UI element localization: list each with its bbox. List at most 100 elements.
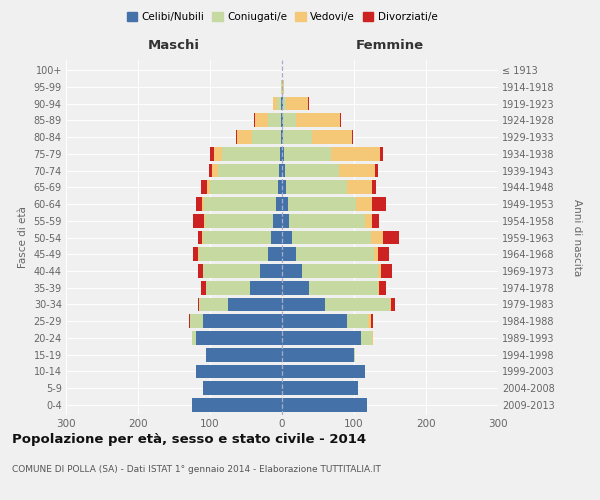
Bar — [368, 314, 371, 328]
Y-axis label: Fasce di età: Fasce di età — [18, 206, 28, 268]
Bar — [252, 130, 281, 144]
Bar — [205, 214, 274, 228]
Bar — [202, 197, 204, 211]
Bar — [285, 164, 339, 177]
Bar — [340, 114, 341, 127]
Bar — [382, 264, 392, 278]
Bar — [207, 180, 210, 194]
Bar — [282, 147, 284, 160]
Bar — [312, 130, 352, 144]
Bar — [281, 130, 282, 144]
Text: Femmine: Femmine — [356, 38, 424, 52]
Bar — [203, 214, 205, 228]
Bar — [374, 248, 379, 261]
Bar — [371, 314, 373, 328]
Bar — [282, 331, 361, 345]
Bar — [365, 214, 372, 228]
Bar — [296, 114, 340, 127]
Bar — [271, 230, 282, 244]
Bar — [209, 164, 212, 177]
Bar — [189, 314, 190, 328]
Legend: Celibi/Nubili, Coniugati/e, Vedovi/e, Divorziati/e: Celibi/Nubili, Coniugati/e, Vedovi/e, Di… — [122, 8, 442, 26]
Bar — [331, 147, 380, 160]
Bar — [281, 80, 282, 94]
Bar — [281, 96, 282, 110]
Bar — [282, 80, 283, 94]
Bar — [198, 298, 199, 312]
Bar — [199, 248, 268, 261]
Bar — [193, 248, 199, 261]
Bar — [282, 130, 283, 144]
Bar — [379, 281, 386, 294]
Bar — [202, 180, 207, 194]
Bar — [372, 214, 379, 228]
Bar — [277, 96, 281, 110]
Y-axis label: Anni di nascita: Anni di nascita — [572, 199, 581, 276]
Bar — [238, 130, 252, 144]
Bar — [192, 398, 282, 412]
Bar — [283, 130, 312, 144]
Bar — [354, 348, 355, 362]
Bar — [203, 230, 271, 244]
Bar — [356, 197, 372, 211]
Bar — [347, 314, 368, 328]
Bar — [302, 264, 378, 278]
Bar — [390, 298, 391, 312]
Bar — [282, 281, 310, 294]
Bar — [296, 248, 374, 261]
Bar — [268, 248, 282, 261]
Bar — [206, 348, 282, 362]
Bar — [278, 180, 282, 194]
Bar — [218, 164, 279, 177]
Bar — [372, 180, 376, 194]
Bar — [192, 331, 196, 345]
Bar — [378, 281, 379, 294]
Bar — [288, 197, 356, 211]
Bar — [383, 230, 398, 244]
Bar — [282, 230, 292, 244]
Bar — [286, 96, 308, 110]
Bar — [282, 214, 289, 228]
Bar — [274, 214, 282, 228]
Bar — [210, 147, 214, 160]
Bar — [279, 164, 282, 177]
Bar — [292, 230, 371, 244]
Bar — [380, 147, 383, 160]
Bar — [236, 130, 238, 144]
Bar — [203, 382, 282, 395]
Bar — [196, 197, 202, 211]
Bar — [268, 114, 281, 127]
Bar — [378, 264, 382, 278]
Bar — [196, 331, 282, 345]
Bar — [282, 382, 358, 395]
Bar — [200, 281, 206, 294]
Bar — [282, 180, 286, 194]
Bar — [282, 114, 283, 127]
Bar — [206, 281, 250, 294]
Bar — [254, 114, 268, 127]
Bar — [282, 164, 285, 177]
Bar — [325, 298, 390, 312]
Bar — [283, 80, 284, 94]
Bar — [352, 130, 353, 144]
Bar — [282, 314, 347, 328]
Bar — [274, 96, 277, 110]
Bar — [347, 180, 372, 194]
Text: Popolazione per età, sesso e stato civile - 2014: Popolazione per età, sesso e stato civil… — [12, 432, 366, 446]
Bar — [193, 214, 203, 228]
Bar — [214, 147, 222, 160]
Bar — [276, 197, 282, 211]
Bar — [199, 298, 228, 312]
Text: Maschi: Maschi — [148, 38, 200, 52]
Bar — [361, 331, 372, 345]
Bar — [289, 214, 365, 228]
Bar — [284, 147, 331, 160]
Bar — [250, 281, 282, 294]
Bar — [228, 298, 282, 312]
Bar — [282, 364, 365, 378]
Text: COMUNE DI POLLA (SA) - Dati ISTAT 1° gennaio 2014 - Elaborazione TUTTITALIA.IT: COMUNE DI POLLA (SA) - Dati ISTAT 1° gen… — [12, 466, 381, 474]
Bar — [391, 298, 395, 312]
Bar — [282, 96, 283, 110]
Bar — [260, 264, 282, 278]
Bar — [282, 264, 302, 278]
